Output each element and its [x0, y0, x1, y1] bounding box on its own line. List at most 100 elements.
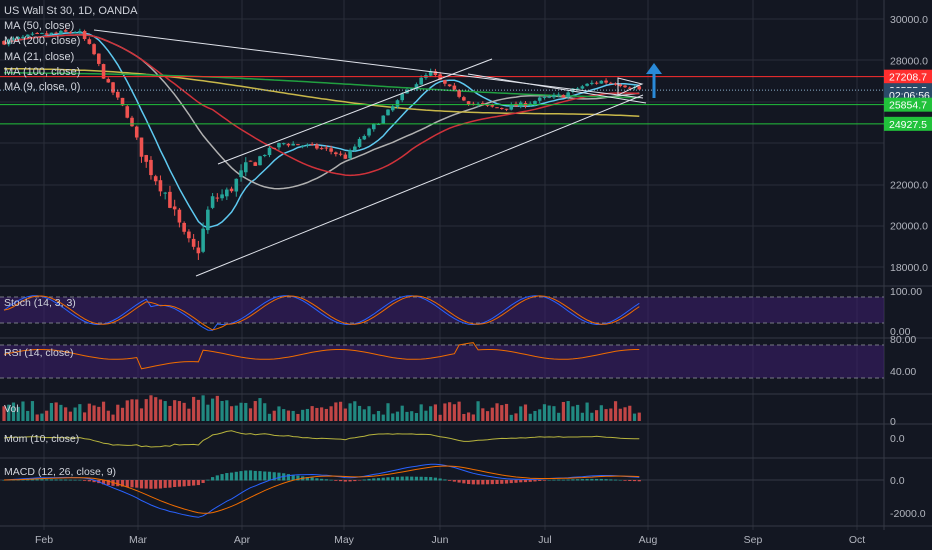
- volume-bar: [130, 399, 134, 421]
- macd-hist-bar: [158, 480, 163, 489]
- volume-bar: [391, 413, 395, 421]
- macd-hist-bar: [628, 480, 632, 481]
- candle-body: [609, 82, 613, 84]
- trendline: [93, 29, 644, 99]
- macd-hist-bar: [253, 470, 257, 481]
- volume-bar: [16, 406, 20, 421]
- candle-body: [101, 64, 106, 79]
- candle-body: [149, 159, 153, 176]
- volume-bar: [30, 401, 35, 421]
- volume-bar: [566, 401, 570, 421]
- rsi-label[interactable]: RSI (14, close): [4, 347, 74, 359]
- volume-bar: [92, 405, 96, 421]
- vol-label[interactable]: Vol: [4, 403, 19, 415]
- volume-bar: [277, 406, 281, 421]
- stoch-tick: 100.00: [890, 286, 922, 298]
- candle-body: [78, 31, 82, 33]
- macd-hist-bar: [519, 480, 523, 483]
- volume-bar: [623, 407, 627, 421]
- macd-hist-bar: [68, 479, 72, 481]
- macd-hist-bar: [177, 480, 182, 487]
- volume-bar: [429, 406, 433, 421]
- mom-line: [3, 430, 640, 448]
- macd-hist-bar: [310, 477, 314, 481]
- candle-body: [172, 206, 177, 210]
- volume-bar: [523, 404, 528, 421]
- volume-bar: [106, 410, 110, 421]
- macd-hist-bar: [239, 471, 243, 481]
- candle-body: [201, 228, 205, 252]
- candle-body: [44, 33, 49, 35]
- macd-hist-bar: [395, 476, 400, 481]
- macd-hist-bar: [599, 478, 603, 481]
- volume-bar: [158, 399, 163, 421]
- macd-hist-bar: [400, 476, 404, 481]
- mom-tick: 0.0: [890, 433, 905, 445]
- candle-body: [599, 80, 604, 84]
- price-tick: 30000.0: [890, 14, 928, 26]
- macd-hist-bar: [424, 476, 428, 481]
- rsi-tick: 40.00: [890, 366, 916, 378]
- legend-ma9[interactable]: MA (9, close, 0): [4, 81, 81, 94]
- macd-hist-bar: [462, 480, 466, 484]
- legend-ma50[interactable]: MA (50, close): [4, 20, 75, 33]
- volume-bar: [362, 409, 366, 421]
- macd-hist-bar: [452, 480, 456, 482]
- macd-hist-bar: [220, 474, 224, 481]
- candle-body: [134, 126, 139, 138]
- macd-hist-bar: [30, 479, 35, 481]
- stoch-tick: 0.00: [890, 326, 911, 338]
- time-tick: May: [334, 534, 355, 546]
- rsi-tick: 80.00: [890, 334, 916, 346]
- macd-hist-bar: [116, 480, 120, 487]
- price-label: 24927.5: [889, 119, 927, 131]
- candle-body: [580, 86, 585, 89]
- macd-hist-bar: [580, 479, 584, 481]
- candle-body: [481, 103, 485, 105]
- macd-hist-bar: [448, 480, 452, 481]
- macd-hist-bar: [348, 480, 352, 482]
- macd-hist-bar: [130, 480, 134, 488]
- candle-body: [253, 162, 258, 166]
- candle-body: [590, 82, 594, 84]
- macd-hist-bar: [438, 478, 442, 481]
- volume-bar: [542, 404, 547, 421]
- stoch-label[interactable]: Stoch (14, 3, 3): [4, 297, 76, 309]
- mom-label[interactable]: Mom (10, close): [4, 433, 80, 445]
- candle-body: [457, 90, 461, 97]
- candle-body: [229, 188, 234, 192]
- macd-hist-bar: [144, 480, 148, 489]
- legend-ma100[interactable]: MA (100, close): [4, 65, 81, 78]
- vol-tick: 0: [890, 416, 896, 428]
- macd-hist-bar: [466, 480, 471, 485]
- ma100-line: [3, 33, 640, 177]
- legend-ma200[interactable]: MA (200, close): [4, 35, 81, 48]
- macd-hist-bar: [305, 476, 310, 481]
- volume-bar: [267, 413, 272, 421]
- candle-body: [215, 197, 220, 199]
- legend-ma21[interactable]: MA (21, close): [4, 50, 75, 63]
- volume-bar: [282, 409, 286, 421]
- volume-bar: [590, 412, 594, 421]
- macd-hist-bar: [590, 478, 594, 481]
- stoch-d-line: [3, 295, 640, 331]
- candle-body: [509, 104, 514, 110]
- price-tick: 18000.0: [890, 262, 928, 274]
- volume-bar: [424, 410, 428, 421]
- volume-bar: [97, 406, 101, 421]
- macd-hist-bar: [163, 480, 167, 488]
- volume-bar: [448, 402, 452, 421]
- time-tick: Sep: [744, 534, 763, 546]
- macd-hist-bar: [106, 480, 110, 486]
- volume-bar: [580, 412, 584, 421]
- time-tick: Jul: [538, 534, 551, 546]
- macd-hist-bar: [557, 479, 561, 481]
- candle-body: [338, 153, 343, 155]
- volume-bar: [519, 406, 523, 421]
- volume-bar: [405, 411, 409, 421]
- macd-hist-bar: [168, 480, 172, 488]
- candle-body: [452, 85, 457, 90]
- macd-hist-bar: [391, 477, 395, 481]
- candle-body: [291, 143, 295, 146]
- macd-label[interactable]: MACD (12, 26, close, 9): [4, 466, 117, 478]
